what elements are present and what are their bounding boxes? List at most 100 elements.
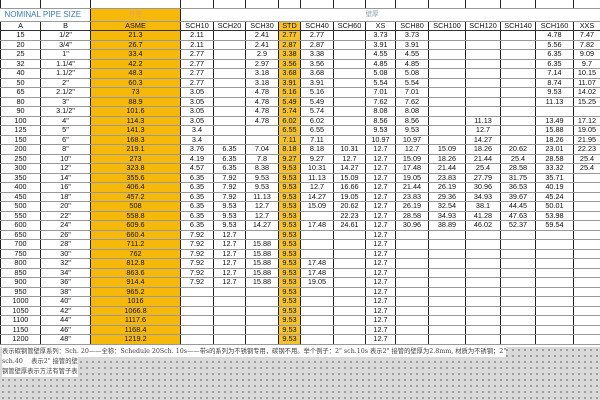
cell-sch40 <box>300 239 334 250</box>
table-row: 90 3.1/2" 101.6 3.05 4.78 5.74 5.74 8.08 8.08 <box>0 106 600 117</box>
cell-asme: 1066.8 <box>90 305 181 316</box>
cell-b: 18" <box>40 191 91 202</box>
cell-sch40: 5.74 <box>300 106 334 117</box>
cell-sch160: 59.54 <box>535 220 574 231</box>
cell-a: 100 <box>0 115 41 126</box>
cell-a: 650 <box>0 229 41 240</box>
cell-sch60: 16.66 <box>333 182 366 193</box>
cell-sch120 <box>465 96 501 107</box>
cell-sch30: 12.7 <box>245 210 279 221</box>
cell-sch20: 12.7 <box>213 258 246 269</box>
cell-sch140 <box>500 115 536 126</box>
cell-sch140: 44.45 <box>500 201 536 212</box>
group-header-row: NOMINAL PIPE SIZE 外径 壁厚 <box>0 8 600 22</box>
cell-sch160: 6.35 <box>535 49 574 60</box>
cell-sch140 <box>500 286 536 297</box>
cell-sch80 <box>395 305 429 316</box>
cell-a: 600 <box>0 220 41 231</box>
cell-xs: 12.7 <box>365 201 396 212</box>
cell-sch160: 35.71 <box>535 172 574 183</box>
cell-sch120: 12.7 <box>465 125 501 136</box>
cell-asme: 355.6 <box>90 172 181 183</box>
cell-xs: 9.53 <box>365 125 396 136</box>
cell-a: 400 <box>0 182 41 193</box>
cell-asme: 1016 <box>90 296 181 307</box>
cell-b: 4" <box>40 115 91 126</box>
cell-xxs <box>573 248 600 259</box>
cell-sch60 <box>333 96 366 107</box>
cell-xs: 3.91 <box>365 39 396 50</box>
cell-asme: 660.4 <box>90 229 181 240</box>
cell-xxs <box>573 267 600 278</box>
cell-sch10: 6.35 <box>180 182 214 193</box>
cell-a: 1200 <box>0 334 41 345</box>
cell-sch30: 3.18 <box>245 77 279 88</box>
cell-sch30: 11.13 <box>245 191 279 202</box>
cell-a: 200 <box>0 144 41 155</box>
cell-a: 900 <box>0 277 41 288</box>
cell-sch30: 2.41 <box>245 30 279 41</box>
cell-sch80: 4.55 <box>395 49 429 60</box>
cell-xxs <box>573 277 600 288</box>
cell-sch100 <box>428 315 466 326</box>
cell-sch30: 2.97 <box>245 58 279 69</box>
cell-xxs: 21.95 <box>573 134 600 145</box>
cell-xs: 12.7 <box>365 220 396 231</box>
cell-xs: 12.7 <box>365 163 396 174</box>
cell-sch30: 9.53 <box>245 172 279 183</box>
cell-sch10: 7.92 <box>180 229 214 240</box>
cell-sch140 <box>500 125 536 136</box>
cell-sch80 <box>395 334 429 345</box>
cell-xxs <box>573 210 600 221</box>
cell-asme: 406.4 <box>90 182 181 193</box>
cell-sch80: 8.08 <box>395 106 429 117</box>
cell-sch30 <box>245 229 279 240</box>
cell-xs: 12.7 <box>365 296 396 307</box>
cell-sch40: 3.68 <box>300 68 334 79</box>
cell-std: 9.53 <box>278 267 301 278</box>
cell-sch160 <box>535 305 574 316</box>
cell-sch140 <box>500 267 536 278</box>
cell-sch140: 52.37 <box>500 220 536 231</box>
cell-xxs <box>573 191 600 202</box>
cell-sch120: 18.26 <box>465 144 501 155</box>
cell-sch140 <box>500 296 536 307</box>
cell-std: 9.53 <box>278 229 301 240</box>
cell-sch140 <box>500 334 536 345</box>
cell-sch20 <box>213 49 246 60</box>
cell-b: 22" <box>40 210 91 221</box>
cell-xs: 12.7 <box>365 191 396 202</box>
cell-sch100 <box>428 58 466 69</box>
cell-sch100 <box>428 115 466 126</box>
cell-sch80 <box>395 324 429 335</box>
cell-sch160: 11.13 <box>535 96 574 107</box>
cell-std: 9.53 <box>278 248 301 259</box>
cell-asme: 168.3 <box>90 134 181 145</box>
cell-sch10: 6.35 <box>180 210 214 221</box>
cell-sch40: 5.16 <box>300 87 334 98</box>
cell-sch60 <box>333 277 366 288</box>
cell-sch10: 2.77 <box>180 58 214 69</box>
cell-sch20: 9.53 <box>213 210 246 221</box>
cell-sch60 <box>333 286 366 297</box>
cell-sch140: 39.67 <box>500 191 536 202</box>
cell-sch30 <box>245 134 279 145</box>
cell-xxs: 17.12 <box>573 115 600 126</box>
cell-sch120: 11.13 <box>465 115 501 126</box>
cell-sch160: 33.32 <box>535 163 574 174</box>
table-row: 100 4" 114.3 3.05 4.78 6.02 6.02 8.56 8.56 11.13 1… <box>0 115 600 126</box>
cell-xs: 7.01 <box>365 87 396 98</box>
cell-sch60: 22.23 <box>333 210 366 221</box>
cell-sch60 <box>333 115 366 126</box>
cell-std: 9.53 <box>278 239 301 250</box>
cell-std: 9.53 <box>278 286 301 297</box>
cell-sch40: 6.55 <box>300 125 334 136</box>
cell-b: 28" <box>40 239 91 250</box>
table-row: 1150 46" 1168.4 9.53 12.7 <box>0 324 600 335</box>
cell-b: 30" <box>40 248 91 259</box>
cell-sch30: 2.41 <box>245 39 279 50</box>
cell-sch160 <box>535 106 574 117</box>
cell-xs: 12.7 <box>365 239 396 250</box>
cell-sch40 <box>300 210 334 221</box>
cell-sch80: 10.97 <box>395 134 429 145</box>
